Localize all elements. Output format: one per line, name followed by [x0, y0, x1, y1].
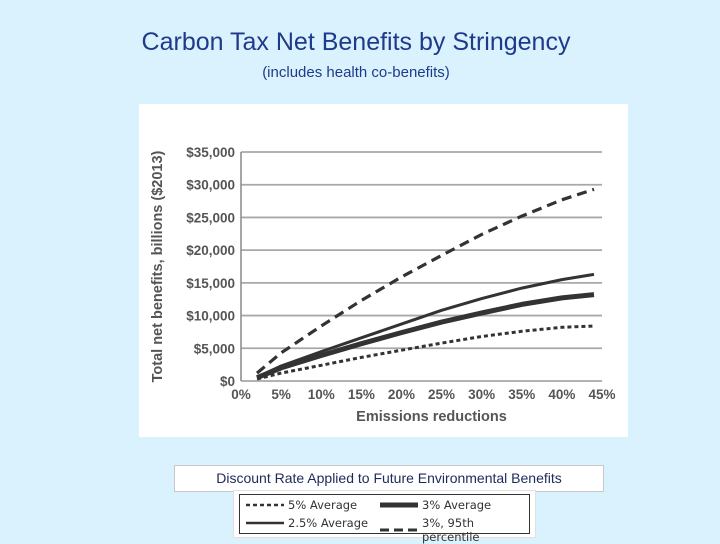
y-axis-title: Total net benefits, billions ($2013)	[150, 150, 166, 382]
x-tick-label: 30%	[468, 387, 495, 402]
legend-item-2-5pct-average: 2.5% Average	[246, 516, 368, 530]
x-tick-label: 45%	[588, 387, 615, 402]
series-line-2-5-average	[256, 272, 595, 379]
y-tick-label: $20,000	[186, 243, 235, 258]
x-tick-label: 15%	[348, 387, 375, 402]
legend-swatch-thick-solid	[380, 502, 418, 508]
legend: 5% Average 3% Average 2.5% Average 3%, 9…	[233, 490, 536, 544]
y-tick-label: $25,000	[186, 210, 235, 225]
y-tick-label: $35,000	[186, 145, 235, 160]
legend-label: 3% Average	[422, 498, 492, 512]
x-tick-label: 40%	[548, 387, 575, 402]
legend-swatch-short-dash	[246, 503, 284, 507]
y-tick-label: $10,000	[186, 309, 235, 324]
x-tick-label: 0%	[231, 387, 251, 402]
x-tick-label: 5%	[271, 387, 291, 402]
x-tick-label: 35%	[508, 387, 535, 402]
chart-panel: $0 $5,000 $10,000 $15,000 $20,000 $25,000 $30,…	[139, 104, 628, 437]
legend-swatch-solid	[246, 521, 284, 525]
x-tick-label: 20%	[388, 387, 415, 402]
x-tick-label: 25%	[428, 387, 455, 402]
legend-label: 2.5% Average	[288, 516, 369, 530]
series-line-5-average	[256, 324, 595, 381]
chart-subtitle: (includes health co-benefits)	[262, 64, 450, 81]
y-tick-label: $15,000	[186, 276, 235, 291]
series-line-3-average	[256, 292, 595, 381]
legend-item-5pct-average: 5% Average	[246, 498, 357, 512]
y-tick-label: $0	[220, 374, 235, 389]
legend-swatch-long-dash	[380, 528, 418, 532]
legend-item-3pct-average: 3% Average	[380, 498, 491, 512]
y-tick-label: $5,000	[194, 341, 235, 356]
y-tick-label: $30,000	[186, 178, 235, 193]
legend-caption: Discount Rate Applied to Future Environm…	[174, 465, 604, 492]
legend-frame: 5% Average 3% Average 2.5% Average 3%, 9…	[239, 494, 530, 544]
legend-label: 5% Average	[288, 498, 358, 512]
x-axis-title: Emissions reductions	[356, 409, 507, 425]
chart-title: Carbon Tax Net Benefits by Stringency	[141, 28, 571, 56]
line-chart: $0 $5,000 $10,000 $15,000 $20,000 $25,000 $30,…	[150, 145, 616, 425]
x-tick-label: 10%	[308, 387, 335, 402]
series-line-3-95th-percentile	[255, 187, 595, 375]
